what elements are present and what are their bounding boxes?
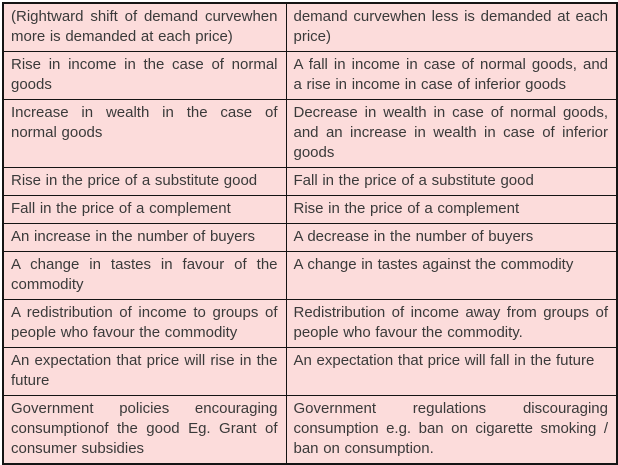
table-cell-right: An expectation that price will fall in t… — [285, 347, 618, 396]
table-cell-right: Redistribution of income away from group… — [285, 299, 618, 348]
table-cell-right: Fall in the price of a substitute good — [285, 167, 618, 196]
table-row: Rise in income in the case of normal goo… — [2, 51, 618, 100]
table-row: (Rightward shift of demand curvewhen mor… — [2, 2, 618, 52]
table-cell-right: Rise in the price of a complement — [285, 195, 618, 224]
table-row: An expectation that price will rise in t… — [2, 347, 618, 396]
table-cell-left: A change in tastes in favour of the comm… — [2, 251, 287, 300]
table-row: Rise in the price of a substitute good F… — [2, 167, 618, 196]
table-cell-left: Rise in the price of a substitute good — [2, 167, 287, 196]
table-cell-right: A decrease in the number of buyers — [285, 223, 618, 252]
table-row: A change in tastes in favour of the comm… — [2, 251, 618, 300]
table-cell-right: A change in tastes against the commodity — [285, 251, 618, 300]
table-cell-left: Rise in income in the case of normal goo… — [2, 51, 287, 100]
table-row: A redistribution of income to groups of … — [2, 299, 618, 348]
table-cell-right: Decrease in wealth in case of normal goo… — [285, 99, 618, 168]
table-row: An increase in the number of buyers A de… — [2, 223, 618, 252]
table-cell-left: (Rightward shift of demand curvewhen mor… — [2, 2, 287, 52]
table-cell-right: Government regulations discouraging cons… — [285, 395, 618, 465]
table-cell-left: Increase in wealth in the case of normal… — [2, 99, 287, 168]
table-cell-right: demand curvewhen less is demanded at eac… — [285, 2, 618, 52]
table-cell-left: An increase in the number of buyers — [2, 223, 287, 252]
table-cell-left: Government policies encouraging consumpt… — [2, 395, 287, 465]
table-cell-left: A redistribution of income to groups of … — [2, 299, 287, 348]
table-row: Increase in wealth in the case of normal… — [2, 99, 618, 168]
table-cell-left: Fall in the price of a complement — [2, 195, 287, 224]
table-row: Government policies encouraging consumpt… — [2, 395, 618, 465]
table-cell-left: An expectation that price will rise in t… — [2, 347, 287, 396]
table-cell-right: A fall in income in case of normal goods… — [285, 51, 618, 100]
table-row: Fall in the price of a complement Rise i… — [2, 195, 618, 224]
